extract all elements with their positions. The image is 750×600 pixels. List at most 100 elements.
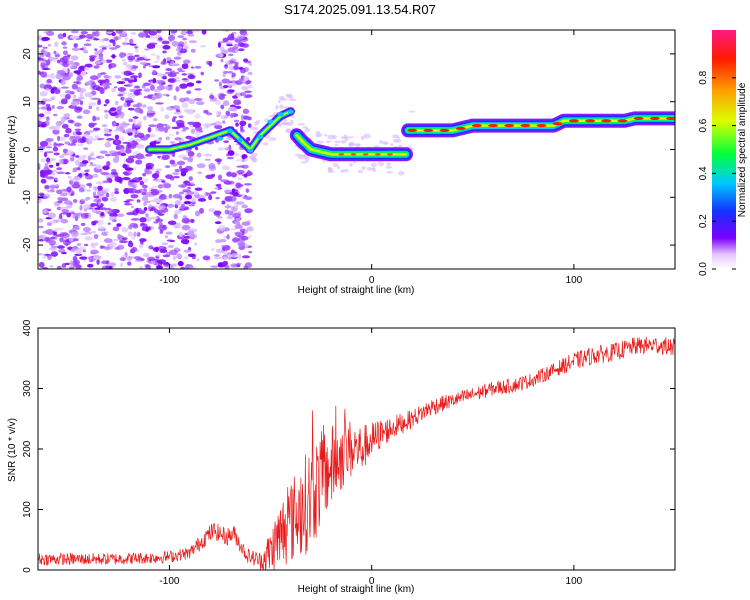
noise-speckle	[348, 142, 353, 147]
noise-speckle	[186, 187, 190, 193]
noise-speckle	[45, 146, 53, 149]
noise-speckle	[83, 147, 89, 150]
noise-speckle	[142, 82, 151, 86]
noise-speckle	[137, 32, 147, 38]
noise-speckle	[223, 255, 227, 261]
noise-speckle	[209, 98, 217, 102]
snr-axes: -100 0 100 0 100 200 300 400	[22, 319, 675, 587]
noise-speckle	[214, 158, 223, 163]
noise-speckle	[145, 165, 153, 170]
noise-speckle	[155, 138, 162, 143]
noise-speckle	[179, 205, 185, 210]
noise-speckle	[59, 155, 65, 159]
noise-speckle	[165, 231, 173, 235]
noise-speckle	[196, 258, 200, 262]
noise-speckle	[96, 106, 100, 111]
noise-speckle	[213, 121, 223, 126]
noise-speckle	[235, 80, 243, 85]
ridge-hotspot	[552, 122, 563, 126]
noise-speckle	[49, 158, 55, 162]
noise-speckle	[99, 189, 108, 195]
noise-speckle	[128, 79, 133, 84]
noise-speckle	[230, 228, 238, 231]
noise-speckle	[93, 65, 100, 69]
noise-speckle	[214, 186, 219, 190]
noise-speckle	[152, 69, 157, 75]
noise-speckle	[221, 165, 230, 171]
noise-speckle	[148, 30, 157, 36]
noise-speckle	[175, 131, 180, 135]
noise-speckle	[162, 123, 168, 126]
noise-speckle	[243, 173, 248, 178]
noise-speckle	[114, 114, 120, 119]
noise-speckle	[262, 142, 269, 146]
noise-speckle	[43, 120, 50, 127]
noise-speckle	[121, 58, 126, 62]
noise-speckle	[239, 120, 247, 127]
noise-speckle	[99, 155, 104, 160]
noise-speckle	[111, 87, 116, 93]
noise-speckle	[208, 60, 213, 67]
noise-speckle	[231, 49, 239, 54]
noise-speckle	[93, 234, 99, 240]
noise-speckle	[139, 217, 147, 223]
noise-speckle	[112, 211, 117, 217]
noise-speckle	[145, 213, 149, 218]
noise-speckle	[175, 108, 181, 113]
spectrogram-xtick-label: 100	[566, 275, 583, 286]
noise-speckle	[39, 172, 49, 178]
noise-speckle	[223, 251, 229, 255]
noise-speckle	[38, 145, 45, 150]
noise-speckle	[49, 185, 58, 188]
noise-speckle	[91, 97, 100, 100]
noise-speckle	[42, 209, 49, 215]
noise-speckle	[143, 95, 148, 99]
colorbar-label: Normalized spectral amplitude	[737, 82, 748, 217]
noise-speckle	[224, 189, 232, 193]
noise-speckle	[38, 107, 43, 110]
noise-speckle	[156, 211, 160, 215]
noise-speckle	[191, 255, 196, 260]
noise-speckle	[108, 215, 117, 222]
noise-speckle	[167, 203, 175, 208]
noise-speckle	[70, 30, 79, 34]
noise-speckle	[136, 56, 145, 61]
noise-speckle	[217, 146, 224, 151]
noise-speckle	[106, 139, 111, 143]
noise-speckle	[60, 79, 66, 86]
noise-speckle	[167, 35, 176, 41]
noise-speckle	[45, 103, 51, 108]
noise-speckle	[65, 127, 72, 134]
noise-speckle	[180, 238, 190, 245]
noise-speckle	[179, 48, 188, 54]
noise-speckle	[116, 105, 123, 112]
ridge-blob	[227, 129, 234, 134]
noise-speckle	[103, 238, 113, 244]
noise-speckle	[158, 222, 163, 227]
noise-speckle	[172, 175, 180, 179]
noise-speckle	[240, 86, 249, 91]
noise-speckle	[157, 126, 166, 132]
noise-speckle	[109, 265, 113, 269]
noise-speckle	[55, 73, 62, 80]
noise-speckle	[157, 259, 167, 265]
noise-speckle	[51, 172, 56, 176]
noise-speckle	[246, 136, 251, 142]
noise-speckle	[78, 187, 85, 193]
noise-speckle	[167, 78, 175, 83]
noise-speckle	[226, 171, 233, 177]
noise-speckle	[67, 175, 72, 179]
ridge-hotspot	[455, 126, 466, 131]
noise-speckle	[173, 56, 182, 60]
noise-speckle	[213, 213, 221, 217]
noise-speckle	[56, 189, 63, 195]
noise-speckle	[139, 180, 145, 186]
noise-speckle	[191, 30, 200, 33]
noise-speckle	[58, 158, 64, 165]
spectrogram-xtick-label: 0	[369, 275, 375, 286]
noise-speckle	[42, 46, 48, 49]
ridge-blob	[237, 137, 244, 142]
noise-speckle	[152, 88, 161, 92]
noise-speckle	[104, 142, 112, 148]
